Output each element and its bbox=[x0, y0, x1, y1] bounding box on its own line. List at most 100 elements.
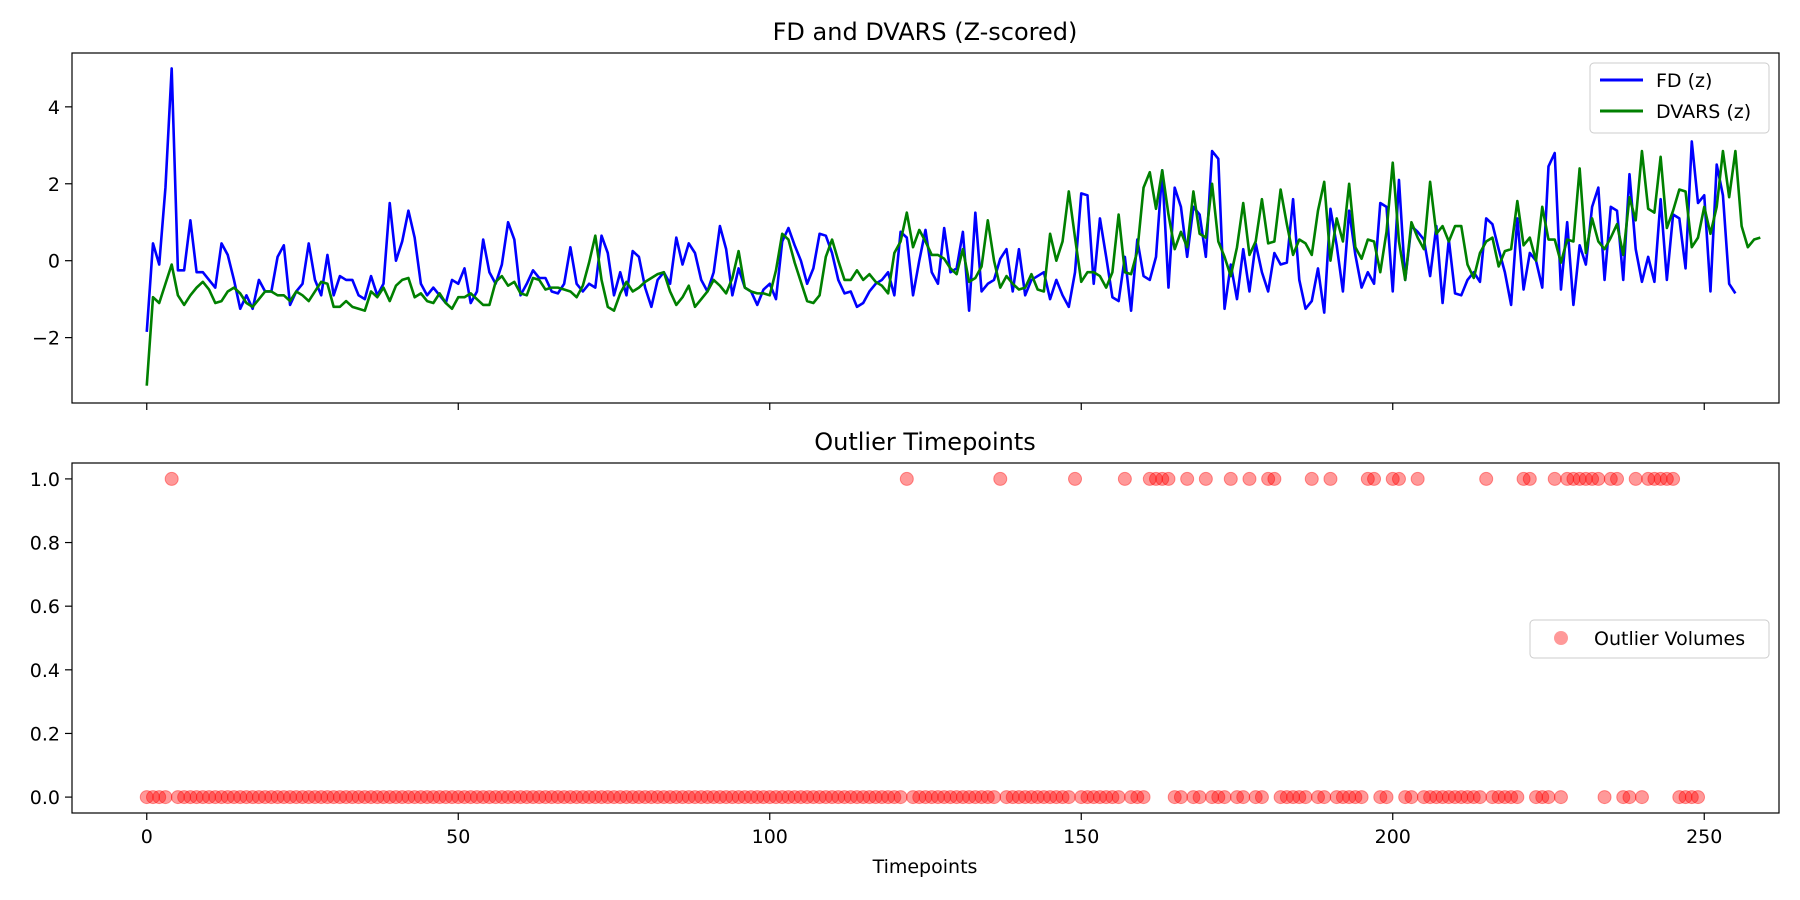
outlier-point bbox=[806, 790, 821, 805]
outlier-point bbox=[1597, 790, 1612, 805]
outlier-point bbox=[1672, 790, 1687, 805]
outlier-point bbox=[1553, 790, 1568, 805]
outlier-point bbox=[912, 790, 927, 805]
outlier-point bbox=[737, 790, 752, 805]
outlier-point bbox=[351, 790, 366, 805]
outlier-point bbox=[1404, 790, 1419, 805]
outlier-point bbox=[420, 790, 435, 805]
outlier-point bbox=[987, 790, 1002, 805]
outlier-point bbox=[202, 790, 217, 805]
outlier-point bbox=[1310, 790, 1325, 805]
outlier-point bbox=[613, 790, 628, 805]
outlier-point bbox=[1666, 471, 1681, 486]
outlier-point bbox=[1186, 790, 1201, 805]
x-tick-label: 200 bbox=[1375, 826, 1411, 848]
outlier-point bbox=[675, 790, 690, 805]
outlier-point bbox=[295, 790, 310, 805]
outlier-point bbox=[1354, 790, 1369, 805]
chart-title: FD and DVARS (Z-scored) bbox=[773, 18, 1078, 46]
outlier-point bbox=[1099, 790, 1114, 805]
outlier-point bbox=[177, 790, 192, 805]
outlier-point bbox=[1448, 790, 1463, 805]
outlier-point bbox=[619, 790, 634, 805]
outlier-point bbox=[874, 790, 889, 805]
outlier-point bbox=[656, 790, 671, 805]
legend-box bbox=[1529, 619, 1770, 659]
legend-marker-outlier bbox=[1554, 631, 1568, 645]
x-tick-label: 150 bbox=[1063, 826, 1099, 848]
x-axis bbox=[146, 403, 1705, 410]
y-axis: −2 0 2 4 bbox=[32, 97, 72, 350]
outlier-point bbox=[993, 471, 1008, 486]
outlier-point bbox=[1541, 790, 1556, 805]
outlier-point bbox=[1578, 471, 1593, 486]
y-tick-label: 4 bbox=[48, 97, 60, 119]
outlier-point bbox=[756, 790, 771, 805]
outlier-point bbox=[1410, 471, 1425, 486]
outlier-point bbox=[1205, 790, 1220, 805]
outlier-point bbox=[1510, 790, 1525, 805]
outlier-point bbox=[314, 790, 329, 805]
outlier-point bbox=[345, 790, 360, 805]
outlier-point bbox=[582, 790, 597, 805]
y-tick-label: 1.0 bbox=[30, 469, 60, 491]
outlier-point bbox=[189, 790, 204, 805]
outlier-point bbox=[1279, 790, 1294, 805]
outlier-point bbox=[712, 790, 727, 805]
outlier-point bbox=[376, 790, 391, 805]
outlier-point bbox=[1068, 471, 1083, 486]
outlier-point bbox=[270, 790, 285, 805]
y-tick-label: 2 bbox=[48, 174, 60, 196]
outlier-point bbox=[899, 471, 914, 486]
outlier-point bbox=[214, 790, 229, 805]
y-axis: 0.0 0.2 0.4 0.6 0.8 1.0 bbox=[30, 469, 72, 809]
outlier-point bbox=[862, 790, 877, 805]
outlier-point bbox=[1423, 790, 1438, 805]
outlier-point bbox=[687, 790, 702, 805]
outlier-point bbox=[1479, 471, 1494, 486]
outlier-point bbox=[1292, 790, 1307, 805]
outlier-point bbox=[719, 790, 734, 805]
outlier-point bbox=[1286, 790, 1301, 805]
outlier-point bbox=[1180, 471, 1195, 486]
outlier-point bbox=[407, 790, 422, 805]
outlier-point bbox=[706, 790, 721, 805]
outlier-point bbox=[669, 790, 684, 805]
outlier-point bbox=[1454, 790, 1469, 805]
outlier-point bbox=[1653, 471, 1668, 486]
outlier-point bbox=[482, 790, 497, 805]
outlier-point bbox=[401, 790, 416, 805]
outlier-point bbox=[943, 790, 958, 805]
outlier-point bbox=[1261, 471, 1276, 486]
outlier-point bbox=[1373, 790, 1388, 805]
outlier-point bbox=[1360, 471, 1375, 486]
outlier-point bbox=[793, 790, 808, 805]
outlier-point bbox=[1267, 471, 1282, 486]
legend: Outlier Volumes bbox=[1529, 619, 1770, 659]
outlier-point bbox=[843, 790, 858, 805]
outlier-point bbox=[1529, 790, 1544, 805]
outlier-point bbox=[968, 790, 983, 805]
outlier-point bbox=[1622, 790, 1637, 805]
outlier-point bbox=[937, 790, 952, 805]
outlier-point bbox=[145, 790, 160, 805]
outlier-point bbox=[550, 790, 565, 805]
outlier-point bbox=[831, 790, 846, 805]
outlier-point bbox=[1124, 790, 1139, 805]
outlier-point bbox=[1149, 471, 1164, 486]
outlier-point bbox=[451, 790, 466, 805]
y-tick-label: 0 bbox=[48, 251, 60, 273]
outlier-point bbox=[762, 790, 777, 805]
outlier-point bbox=[725, 790, 740, 805]
outlier-point bbox=[1142, 471, 1157, 486]
outlier-point bbox=[1161, 471, 1176, 486]
legend: FD (z) DVARS (z) bbox=[1589, 62, 1770, 134]
outlier-point bbox=[1691, 790, 1706, 805]
outlier-point bbox=[1080, 790, 1095, 805]
outlier-point bbox=[1136, 790, 1151, 805]
outlier-point bbox=[1011, 790, 1026, 805]
outlier-point bbox=[1092, 790, 1107, 805]
legend-label-outlier: Outlier Volumes bbox=[1594, 628, 1745, 650]
outlier-point bbox=[1335, 790, 1350, 805]
